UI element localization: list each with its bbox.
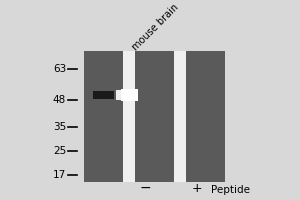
- Bar: [123, 51, 135, 182]
- Text: 25: 25: [53, 146, 66, 156]
- Text: 63: 63: [53, 64, 66, 74]
- Bar: [93, 91, 114, 99]
- Text: −: −: [140, 181, 151, 195]
- Text: +: +: [191, 182, 202, 195]
- Bar: [186, 51, 225, 182]
- Bar: [116, 90, 123, 100]
- Text: Peptide: Peptide: [212, 185, 250, 195]
- Text: 17: 17: [53, 170, 66, 180]
- Bar: [84, 51, 123, 182]
- Bar: [174, 51, 186, 182]
- Text: 48: 48: [53, 95, 66, 105]
- Bar: [135, 51, 174, 182]
- Text: mouse brain: mouse brain: [130, 2, 181, 52]
- Text: 35: 35: [53, 122, 66, 132]
- Bar: [122, 89, 138, 101]
